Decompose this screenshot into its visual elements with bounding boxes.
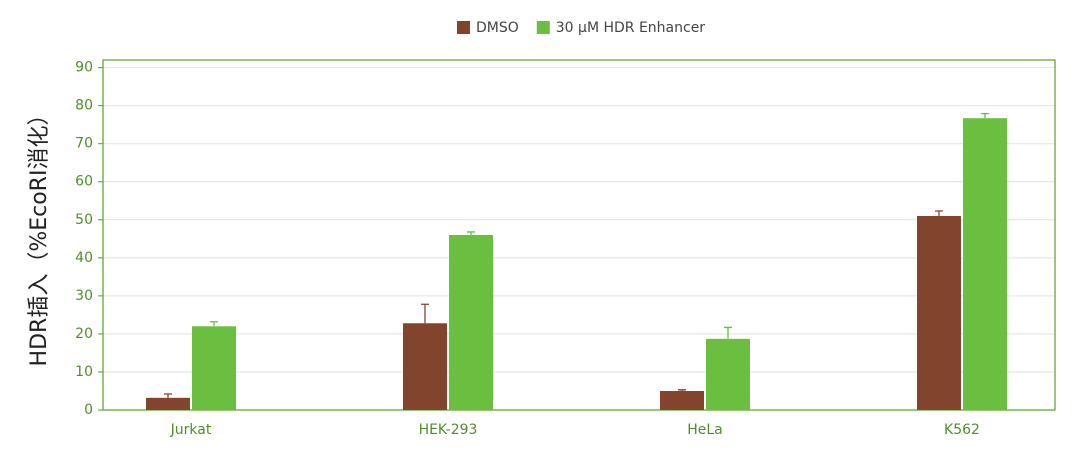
bar (449, 235, 493, 410)
legend-label: 30 µM HDR Enhancer (556, 20, 706, 36)
y-tick-label: 90 (75, 60, 93, 76)
y-tick-label: 60 (75, 174, 93, 190)
error-bar (678, 389, 686, 391)
legend-label: DMSO (476, 20, 519, 36)
x-tick-label: HEK-293 (419, 422, 478, 438)
bar (706, 338, 750, 410)
y-tick-label: 70 (75, 136, 93, 152)
y-tick-label: 80 (75, 98, 93, 114)
error-bar (935, 210, 943, 216)
error-bar (210, 321, 218, 327)
error-bar (421, 303, 429, 324)
x-tick-label: K562 (944, 422, 980, 438)
y-tick-label: 30 (75, 288, 93, 304)
x-tick-label: Jurkat (170, 422, 212, 438)
y-tick-label: 50 (75, 212, 93, 228)
y-axis-label: HDR插入（%EcoRI消化） (27, 104, 52, 367)
y-tick-label: 20 (75, 326, 93, 342)
error-bar (164, 393, 172, 398)
legend-swatch (457, 21, 470, 34)
bar (146, 397, 190, 410)
bar (192, 326, 236, 410)
legend-swatch (536, 21, 550, 34)
bar (963, 118, 1007, 411)
y-tick-label: 0 (84, 402, 93, 418)
y-tick-label: 10 (75, 364, 93, 380)
error-bar (981, 112, 989, 119)
error-bar (467, 231, 475, 235)
error-bar (724, 326, 732, 339)
x-tick-label: HeLa (687, 422, 723, 438)
bar (660, 390, 704, 410)
y-tick-label: 40 (75, 250, 93, 266)
plot-frame (102, 59, 1056, 411)
bar (917, 215, 961, 410)
bar (403, 323, 447, 410)
